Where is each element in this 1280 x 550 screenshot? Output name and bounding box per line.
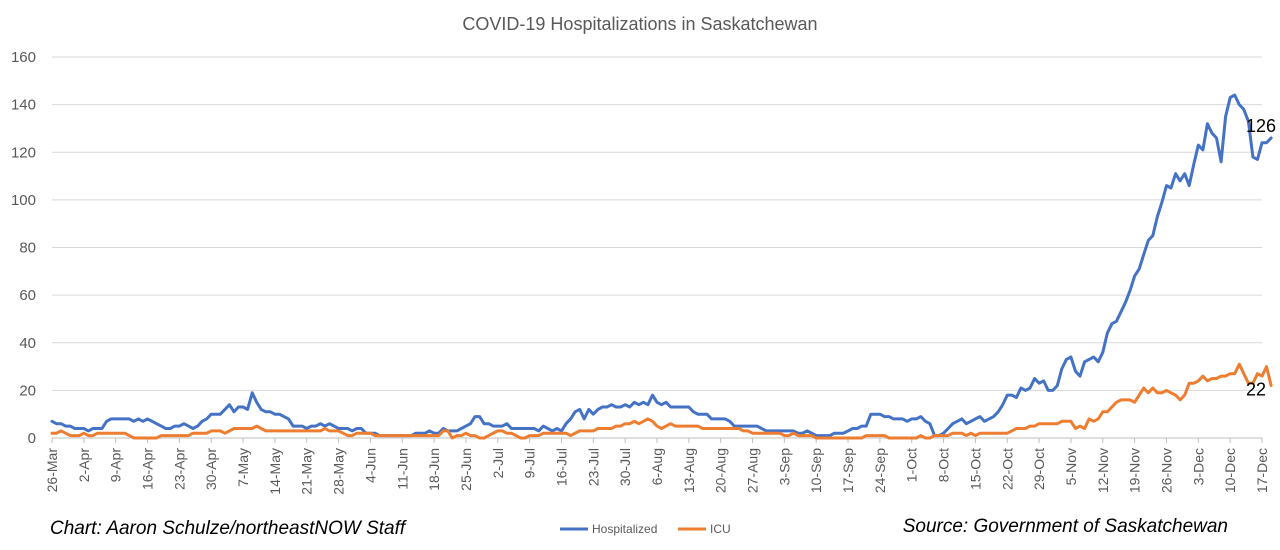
x-tick-label: 24-Sep	[872, 448, 888, 493]
y-tick-label: 60	[19, 287, 36, 304]
series-line-icu	[50, 362, 1273, 440]
x-tick-label: 25-Jun	[458, 448, 474, 491]
x-tick-label: 10-Dec	[1222, 448, 1238, 493]
x-tick-label: 6-Aug	[649, 448, 665, 485]
x-tick-label: 21-May	[299, 448, 315, 495]
x-tick-label: 4-Jun	[362, 448, 378, 483]
x-tick-label: 8-Oct	[936, 448, 952, 482]
x-tick-label: 16-Jul	[553, 448, 569, 486]
x-tick-label: 3-Dec	[1190, 448, 1206, 485]
y-tick-label: 20	[19, 382, 36, 399]
x-tick-label: 29-Oct	[1031, 448, 1047, 490]
x-tick-label: 27-Aug	[745, 448, 761, 493]
end-label-icu: 22	[1246, 380, 1266, 400]
chart-title: COVID-19 Hospitalizations in Saskatchewa…	[462, 14, 817, 34]
x-tick-label: 20-Aug	[713, 448, 729, 493]
x-tick-label: 2-Jul	[490, 448, 506, 478]
x-tick-label: 9-Jul	[522, 448, 538, 478]
series-layer: 126 22	[50, 93, 1276, 440]
x-tick-label: 22-Oct	[999, 448, 1015, 490]
x-tick-label: 16-Apr	[140, 448, 156, 490]
x-tick-label: 23-Apr	[171, 448, 187, 490]
x-axis: 26-Mar 2-Apr 9-Apr 16-Apr 23-Apr 30-Apr 7-May 1…	[44, 438, 1270, 495]
x-tick-label: 14-May	[267, 448, 283, 495]
x-tick-label: 26-Nov	[1158, 448, 1174, 493]
x-tick-label: 30-Apr	[203, 448, 219, 490]
x-tick-label: 9-Apr	[108, 448, 124, 483]
x-tick-label: 15-Oct	[967, 448, 983, 490]
x-tick-label: 10-Sep	[808, 448, 824, 493]
y-tick-label: 0	[28, 430, 36, 447]
x-tick-label: 30-Jul	[617, 448, 633, 486]
end-label-hospitalized: 126	[1246, 116, 1276, 136]
y-tick-label: 100	[11, 192, 36, 209]
y-tick-label: 160	[11, 49, 36, 66]
credit-source: Source: Government of Saskatchewan	[903, 516, 1228, 537]
x-tick-label: 17-Sep	[840, 448, 856, 493]
x-tick-label: 2-Apr	[76, 448, 92, 483]
y-tick-label: 40	[19, 335, 36, 352]
x-tick-label: 19-Nov	[1127, 448, 1143, 493]
grid-layer	[52, 56, 1262, 439]
x-tick-label: 11-Jun	[394, 448, 410, 490]
x-tick-label: 28-May	[331, 448, 347, 495]
x-tick-label: 5-Nov	[1063, 448, 1079, 485]
y-tick-label: 120	[11, 144, 36, 161]
x-tick-label: 12-Nov	[1095, 448, 1111, 493]
y-tick-label: 80	[19, 240, 36, 257]
x-tick-label: 26-Mar	[44, 448, 60, 493]
legend: Hospitalized ICU	[560, 522, 731, 536]
x-tick-label: 13-Aug	[681, 448, 697, 493]
y-tick-label: 140	[11, 97, 36, 114]
legend-label-icu: ICU	[710, 522, 731, 536]
series-line-hospitalized	[50, 93, 1273, 438]
y-axis: 0 20 40 60 80 100 120 140 160	[11, 49, 36, 447]
x-tick-label: 3-Sep	[776, 448, 792, 486]
x-tick-label: 17-Dec	[1254, 448, 1270, 493]
credit-chart-author: Chart: Aaron Schulze/northeastNOW Staff	[50, 518, 407, 539]
x-tick-label: 1-Oct	[904, 448, 920, 482]
x-tick-label: 18-Jun	[426, 448, 442, 491]
x-tick-label: 7-May	[235, 448, 251, 487]
legend-label-hospitalized: Hospitalized	[592, 522, 657, 536]
x-tick-label: 23-Jul	[585, 448, 601, 486]
